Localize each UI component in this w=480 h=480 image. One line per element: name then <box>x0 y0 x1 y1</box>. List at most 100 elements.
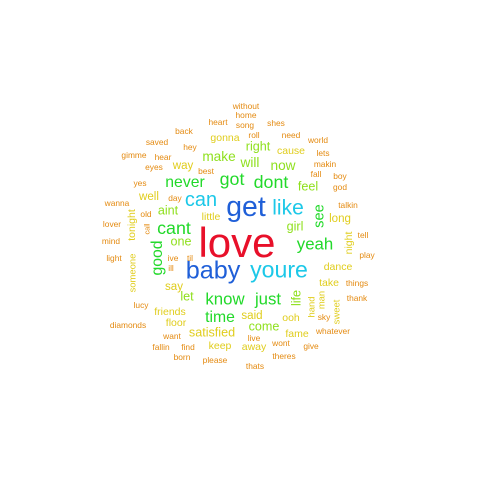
word-yeah: yeah <box>296 234 334 254</box>
word-lover: lover <box>102 218 122 229</box>
word-little: little <box>201 210 221 223</box>
word-long: long <box>329 213 351 226</box>
word-thank: thank <box>346 292 368 303</box>
word-life: life <box>289 289 304 307</box>
word-let: let <box>180 289 194 304</box>
word-til: til <box>186 252 194 263</box>
word-whatever: whatever <box>316 325 350 336</box>
word-dont: dont <box>253 172 289 193</box>
word-just: just <box>254 289 282 309</box>
word-shes: shes <box>267 117 285 128</box>
word-night: night <box>342 231 355 255</box>
word-floor: floor <box>165 316 187 329</box>
word-song: song <box>235 119 255 130</box>
word-time: time <box>205 309 235 327</box>
word-find: find <box>181 341 195 352</box>
word-tonight: tonight <box>125 209 138 241</box>
word-gimme: gimme <box>121 149 147 160</box>
word-baby: baby <box>185 256 241 285</box>
word-things: things <box>345 277 369 288</box>
word-wanna: wanna <box>104 197 130 208</box>
word-ive: ive <box>167 252 179 263</box>
word-without: without <box>232 100 260 111</box>
word-give: give <box>303 340 319 351</box>
word-love: love <box>198 219 276 266</box>
word-right: right <box>245 139 271 154</box>
word-keep: keep <box>208 339 232 352</box>
word-god: god <box>333 181 347 192</box>
word-boy: boy <box>333 170 347 181</box>
word-come: come <box>248 319 280 334</box>
word-cause: cause <box>276 144 306 157</box>
word-man: man <box>316 290 328 310</box>
word-thats: thats <box>245 360 265 371</box>
word-want: want <box>163 330 181 341</box>
word-need: need <box>281 129 301 140</box>
word-see: see <box>311 204 328 228</box>
word-never: never <box>165 174 205 192</box>
word-heart: heart <box>208 116 228 127</box>
word-old: old <box>140 208 152 219</box>
word-fall: fall <box>310 168 322 179</box>
word-call: call <box>142 223 152 235</box>
word-can: can <box>184 189 218 212</box>
word-away: away <box>241 340 267 353</box>
word-ooh: ooh <box>282 311 300 324</box>
word-lucy: lucy <box>133 299 149 310</box>
word-feel: feel <box>297 179 319 194</box>
word-said: said <box>241 310 263 323</box>
word-saved: saved <box>145 136 169 147</box>
word-best: best <box>198 165 214 176</box>
word-yes: yes <box>133 177 147 188</box>
word-make: make <box>202 149 236 165</box>
word-ill: ill <box>168 262 174 273</box>
word-say: say <box>165 281 183 294</box>
word-makin: makin <box>313 158 337 169</box>
word-now: now <box>270 158 296 174</box>
word-theres: theres <box>272 350 296 361</box>
word-hey: hey <box>183 141 197 152</box>
word-tell: tell <box>357 229 369 240</box>
word-take: take <box>319 276 339 289</box>
word-talkin: talkin <box>338 199 358 210</box>
word-live: live <box>247 332 261 343</box>
word-home: home <box>235 109 257 120</box>
word-sky: sky <box>317 311 331 322</box>
word-hand: hand <box>306 296 318 318</box>
word-please: please <box>202 354 228 365</box>
word-friends: friends <box>154 305 186 318</box>
word-mind: mind <box>101 235 121 246</box>
word-wont: wont <box>272 337 290 348</box>
word-like: like <box>272 196 304 220</box>
word-got: got <box>219 169 245 190</box>
word-sweet: sweet <box>331 299 343 325</box>
word-satisfied: satisfied <box>188 325 236 340</box>
word-day: day <box>168 192 182 203</box>
word-back: back <box>175 125 193 136</box>
word-good: good <box>149 240 167 276</box>
word-born: born <box>173 351 191 362</box>
word-youre: youre <box>250 256 308 283</box>
word-dance: dance <box>323 260 353 273</box>
word-someone: someone <box>127 253 139 293</box>
word-light: light <box>106 252 122 263</box>
word-play: play <box>359 249 375 260</box>
word-girl: girl <box>286 219 304 234</box>
word-well: well <box>139 191 159 204</box>
word-will: will <box>240 155 260 171</box>
word-eyes: eyes <box>145 161 163 172</box>
word-fame: fame <box>285 327 309 340</box>
word-roll: roll <box>248 129 260 140</box>
word-know: know <box>205 289 245 309</box>
word-aint: aint <box>157 203 179 218</box>
word-cant: cant <box>157 218 191 239</box>
word-fallin: fallin <box>152 341 170 352</box>
word-one: one <box>170 234 192 249</box>
word-lets: lets <box>316 147 330 158</box>
word-world: world <box>307 134 329 145</box>
word-gonna: gonna <box>210 131 240 144</box>
word-hear: hear <box>154 151 172 162</box>
word-get: get <box>226 190 266 223</box>
word-diamonds: diamonds <box>109 319 147 330</box>
